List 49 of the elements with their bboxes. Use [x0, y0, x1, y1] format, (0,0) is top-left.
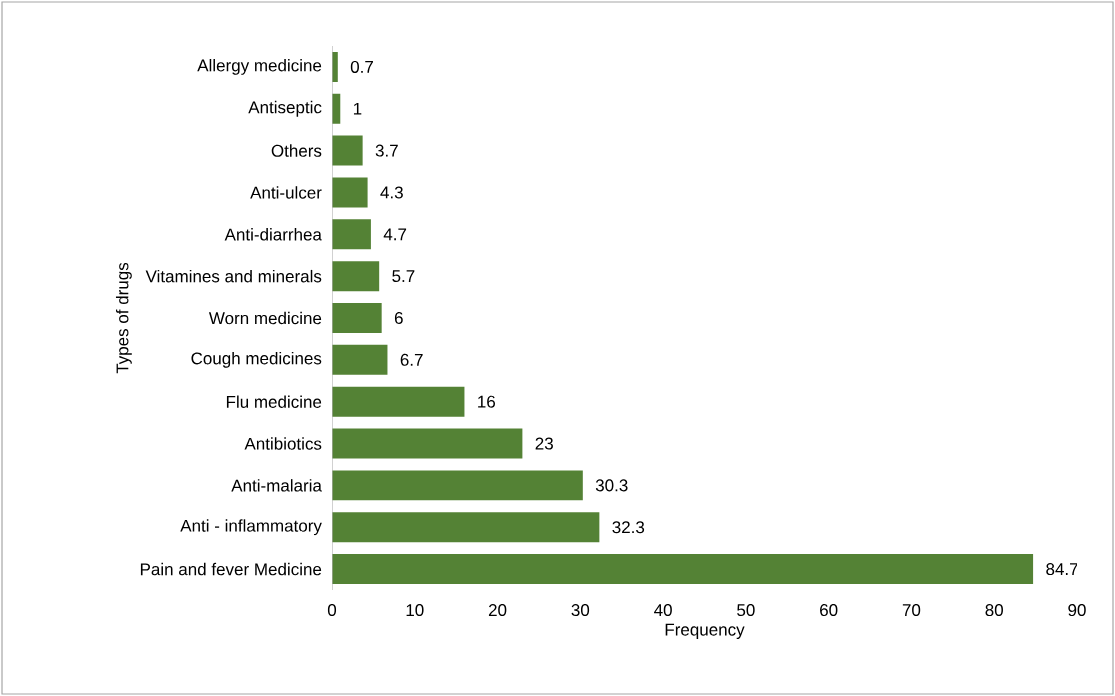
y-tick-label: Pain and fever Medicine — [140, 562, 322, 576]
data-label: 30.3 — [595, 479, 628, 492]
y-tick-label: Anti-malaria — [231, 479, 322, 492]
data-label: 1 — [353, 102, 362, 115]
data-label: 6.7 — [400, 353, 423, 366]
y-tick-label: Antibiotics — [244, 437, 322, 450]
data-label: 32.3 — [612, 521, 645, 534]
x-tick-label: 90 — [1068, 604, 1086, 617]
y-tick-label: Allergy medicine — [197, 58, 322, 75]
x-tick-label: 20 — [488, 604, 507, 617]
bar — [332, 302, 382, 333]
data-label: 84.7 — [1046, 563, 1078, 576]
data-label: 5.7 — [392, 270, 415, 283]
bar — [332, 554, 1034, 585]
y-tick-label: Antiseptic — [248, 100, 322, 117]
x-tick-label: 50 — [737, 604, 755, 617]
x-tick-label: 0 — [327, 604, 337, 617]
x-tick-label: 40 — [654, 604, 672, 617]
y-tick-label: Flu medicine — [226, 395, 322, 408]
data-label: 4.3 — [380, 186, 403, 199]
data-label: 3.7 — [375, 144, 398, 157]
x-axis-title: Frequency — [665, 623, 745, 640]
bar — [332, 344, 388, 375]
y-axis-title: Types of drugs — [115, 262, 132, 374]
x-tick-label: 60 — [820, 604, 838, 617]
bar — [332, 386, 465, 417]
data-label: 0.7 — [350, 60, 373, 73]
bar — [332, 428, 523, 459]
x-tick-label: 30 — [571, 604, 590, 617]
y-tick-label: Anti - inflammatory — [180, 519, 322, 536]
data-label: 4.7 — [383, 228, 407, 241]
bar — [332, 219, 371, 250]
bar — [332, 512, 600, 543]
y-tick-label: Worn medicine — [208, 311, 322, 325]
data-label: 23 — [535, 437, 553, 450]
bar — [332, 135, 363, 166]
y-tick-label: Cough medicines — [191, 351, 322, 368]
y-tick-label: Others — [271, 144, 322, 157]
bar — [332, 177, 368, 208]
bar — [332, 261, 380, 292]
data-label: 6 — [394, 311, 403, 324]
x-tick-label: 10 — [406, 604, 424, 617]
x-tick-label: 80 — [985, 604, 1003, 617]
y-tick-label: Anti-diarrhea — [224, 228, 322, 241]
y-tick-label: Vitamines and minerals — [145, 269, 322, 283]
x-tick-label: 70 — [902, 604, 921, 617]
bar — [332, 470, 583, 501]
data-label: 16 — [478, 395, 496, 408]
y-tick-label: Anti-ulcer — [250, 186, 322, 199]
